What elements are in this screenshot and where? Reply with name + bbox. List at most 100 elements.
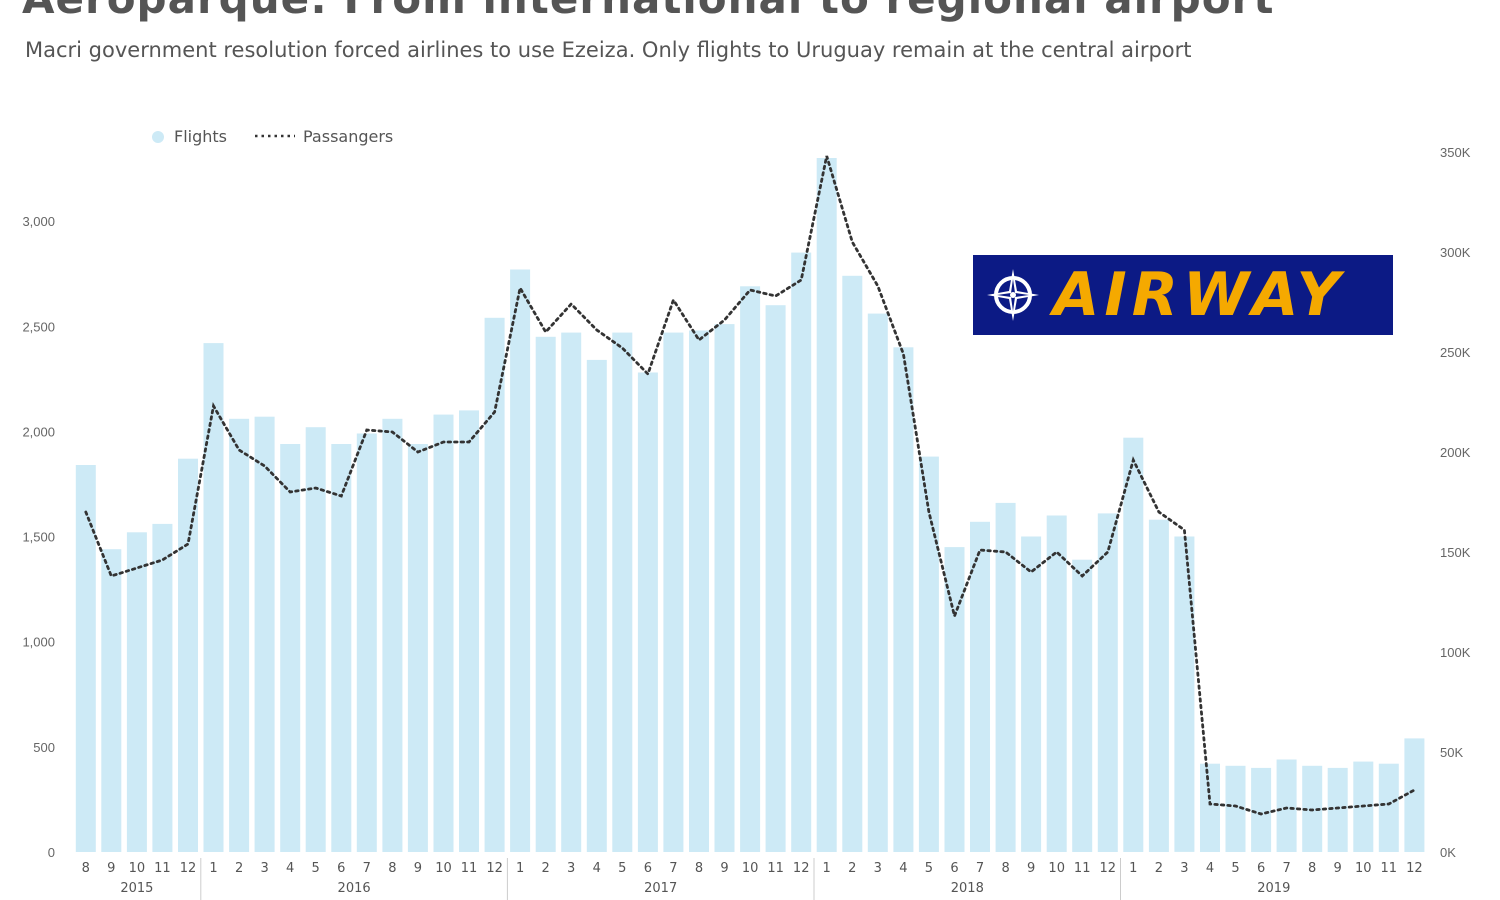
- x-month-tick: 10: [129, 861, 146, 876]
- x-month-tick: 12: [1100, 861, 1117, 876]
- x-month-tick: 12: [486, 861, 503, 876]
- flights-bar: [689, 330, 709, 852]
- x-month-tick: 9: [107, 861, 115, 876]
- flights-bar: [484, 317, 505, 852]
- flights-bar: [305, 427, 326, 852]
- flights-bar: [1276, 759, 1297, 852]
- flights-bar: [1072, 559, 1093, 852]
- x-month-tick: 1: [1129, 861, 1137, 876]
- x-month-tick: 12: [1406, 861, 1423, 876]
- y-left-tick: 1,000: [22, 635, 55, 650]
- flights-bar: [1251, 767, 1272, 852]
- x-month-tick: 8: [695, 861, 703, 876]
- legend-passangers-label: Passangers: [303, 127, 393, 146]
- y-right-tick: 150K: [1440, 545, 1471, 560]
- x-month-tick: 9: [414, 861, 422, 876]
- flights-bar: [510, 269, 531, 852]
- x-month-tick: 4: [286, 861, 294, 876]
- x-month-tick: 1: [209, 861, 217, 876]
- x-month-tick: 3: [567, 861, 575, 876]
- flights-bar: [126, 532, 147, 852]
- flights-bar: [1327, 767, 1348, 852]
- x-month-tick: 10: [742, 861, 759, 876]
- y-right-tick: 300K: [1440, 245, 1471, 260]
- flights-bar: [1148, 519, 1169, 852]
- legend-flights-label: Flights: [174, 127, 227, 146]
- flights-bar: [842, 275, 863, 852]
- x-month-tick: 7: [1282, 861, 1290, 876]
- flights-bar: [970, 521, 990, 852]
- x-month-tick: 7: [363, 861, 371, 876]
- x-month-tick: 6: [337, 861, 345, 876]
- x-month-tick: 9: [720, 861, 728, 876]
- x-month-tick: 5: [1231, 861, 1239, 876]
- flights-bar: [586, 359, 607, 852]
- x-month-tick: 5: [925, 861, 933, 876]
- x-month-tick: 10: [1355, 861, 1372, 876]
- x-month-tick: 12: [793, 861, 810, 876]
- y-right-tick: 250K: [1440, 345, 1471, 360]
- x-month-tick: 1: [823, 861, 831, 876]
- flights-bar: [1097, 513, 1118, 852]
- x-month-tick: 2: [1155, 861, 1163, 876]
- flights-bars: [75, 158, 1425, 853]
- flights-bar: [203, 343, 224, 852]
- airway-logo: AIRWAY: [973, 255, 1393, 335]
- x-month-tick: 8: [82, 861, 90, 876]
- flights-bar: [1021, 536, 1042, 852]
- flights-bar: [382, 418, 403, 852]
- flights-bar: [229, 418, 250, 852]
- x-month-tick: 5: [618, 861, 626, 876]
- x-month-tick: 2: [235, 861, 243, 876]
- x-month-tick: 2: [542, 861, 550, 876]
- x-month-tick: 11: [154, 861, 171, 876]
- x-month-tick: 6: [950, 861, 958, 876]
- x-month-tick: 7: [976, 861, 984, 876]
- x-month-tick: 7: [669, 861, 677, 876]
- x-month-tick: 2: [848, 861, 856, 876]
- flights-bar: [995, 502, 1016, 852]
- x-month-tick: 3: [1180, 861, 1188, 876]
- flights-bar: [791, 252, 812, 853]
- x-month-tick: 8: [1308, 861, 1316, 876]
- x-month-tick: 11: [1074, 861, 1091, 876]
- flights-bar: [407, 444, 428, 852]
- flights-bar: [714, 324, 735, 853]
- y-left-tick: 2,500: [22, 319, 55, 334]
- flights-bar: [1225, 765, 1246, 852]
- x-month-tick: 4: [593, 861, 601, 876]
- compass-icon: [987, 269, 1039, 321]
- x-month-tick: 6: [1257, 861, 1265, 876]
- y-left-tick: 3,000: [22, 214, 55, 229]
- flights-bar: [331, 444, 352, 852]
- x-axis: 8 9 10 11 12 1 2 3 4 5 6 7 8 9 10 11 12 1 2 3 4 5 6 7 8 9 10 11 12 1 2…: [82, 858, 1423, 900]
- x-year-label: 2018: [951, 881, 984, 896]
- x-year-label: 2019: [1257, 881, 1290, 896]
- y-axis-left: 0 500 1,000 1,500 2,000 2,500 3,000: [22, 214, 55, 860]
- legend-flights-marker: [152, 131, 164, 143]
- x-month-tick: 3: [260, 861, 268, 876]
- x-month-tick: 5: [312, 861, 320, 876]
- flights-bar: [459, 410, 479, 852]
- chart-subtitle: Macri government resolution forced airli…: [25, 38, 1192, 62]
- flights-bar: [918, 456, 939, 852]
- x-month-tick: 4: [899, 861, 907, 876]
- flights-bar: [535, 336, 556, 852]
- y-right-tick: 100K: [1440, 645, 1471, 660]
- flights-bar: [816, 158, 837, 852]
- flights-bar: [152, 523, 173, 852]
- flights-bar: [663, 332, 684, 853]
- y-right-tick: 50K: [1440, 745, 1463, 760]
- x-month-tick: 8: [1001, 861, 1009, 876]
- y-left-tick: 0: [48, 845, 55, 860]
- x-month-tick: 9: [1027, 861, 1035, 876]
- x-year-label: 2017: [644, 881, 677, 896]
- x-month-tick: 11: [767, 861, 784, 876]
- flights-bar: [75, 465, 96, 852]
- x-month-tick: 10: [1048, 861, 1065, 876]
- x-month-tick: 8: [388, 861, 396, 876]
- flights-bar: [740, 286, 761, 852]
- flights-bar: [1378, 763, 1399, 852]
- x-year-label: 2016: [338, 881, 371, 896]
- flights-bar: [893, 347, 914, 852]
